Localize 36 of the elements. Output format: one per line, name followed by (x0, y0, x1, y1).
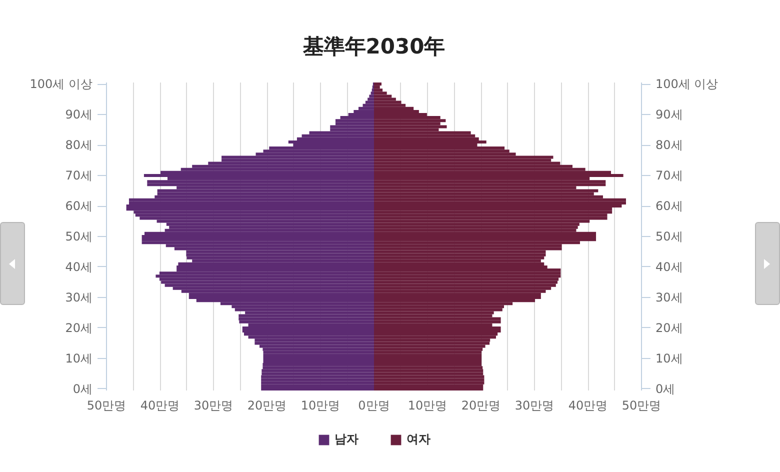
y-tick-label: 30세 (656, 290, 683, 304)
y-tick-label: 0세 (656, 382, 676, 396)
y-tick-label: 40세 (656, 260, 683, 274)
category-label: 80세 (65, 138, 93, 152)
x-tick-label: 50만명 (86, 398, 126, 412)
legend-label: 여자 (406, 431, 430, 448)
y-tick-label: 50세 (656, 230, 683, 244)
x-tick-label: 0만명 (358, 398, 390, 412)
category-label: 30세 (65, 290, 93, 304)
x-tick-label: 20만명 (247, 398, 287, 412)
y-tick-label: 80세 (656, 138, 683, 152)
legend-label: 남자 (334, 431, 358, 448)
y-tick-label: 70세 (656, 168, 683, 183)
y-tick-label: 10세 (656, 351, 683, 366)
x-tick-label: 10만명 (300, 398, 340, 412)
x-tick-label: 30만명 (514, 398, 554, 412)
category-label: 60세 (65, 199, 93, 214)
x-tick-label: 40만명 (568, 398, 608, 412)
category-label: 50세 (65, 230, 93, 244)
category-label: 40세 (65, 260, 93, 274)
x-tick-label: 50만명 (622, 398, 662, 412)
category-label: 10세 (65, 351, 93, 366)
y-tick-label: 100세 이상 (656, 77, 718, 92)
y-tick-label: 90세 (656, 108, 683, 122)
x-tick-label: 10만명 (408, 398, 448, 412)
category-label: 20세 (65, 320, 93, 335)
x-tick-label: 20만명 (461, 398, 501, 412)
category-label: 100세 이상 (30, 77, 92, 92)
category-label: 0세 (72, 382, 93, 396)
category-label: 70세 (65, 168, 93, 183)
x-tick-label: 30만명 (194, 398, 234, 412)
x-tick-label: 40만명 (140, 398, 180, 412)
chart-title: 基準年2030年 (302, 34, 446, 58)
y-tick-label: 20세 (656, 320, 683, 335)
y-tick-label: 60세 (656, 199, 683, 214)
category-label: 90세 (65, 108, 93, 122)
